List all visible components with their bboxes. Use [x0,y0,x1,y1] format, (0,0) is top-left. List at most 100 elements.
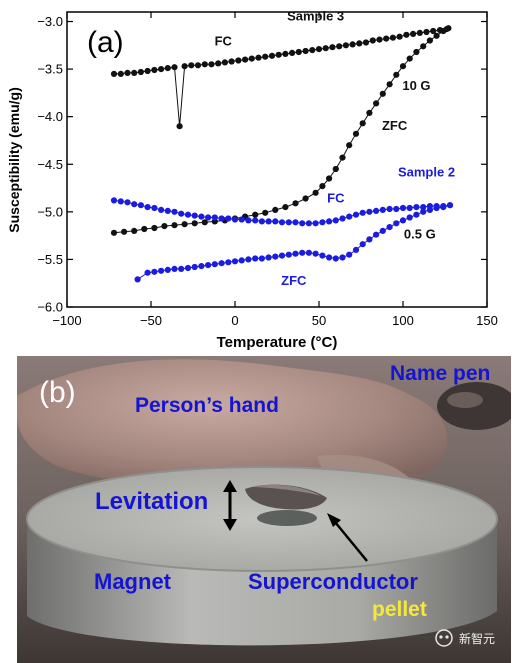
data-point-sample-2-zfc [272,253,279,260]
data-point-sample-3-zfc [413,48,420,56]
data-point-sample-3-fc [110,70,118,77]
levitation-photo: (b) Name pen Person’s hand Levitation Ma… [17,356,511,663]
data-point-sample-2-zfc [151,268,158,275]
data-point-sample-3-zfc [191,220,198,227]
data-point-sample-2-fc [393,205,400,213]
data-point-sample-2-fc [178,210,185,217]
x-tick-label: 50 [312,313,326,328]
data-point-sample-2-zfc [134,276,141,283]
y-tick-label: −5.0 [37,204,63,219]
data-point-sample-3-fc [383,35,390,42]
data-point-sample-2-fc [292,219,299,226]
data-point-sample-3-fc [322,45,329,52]
data-point-sample-3-zfc [433,32,440,39]
plot-frame [66,11,488,308]
data-point-sample-3-fc [228,58,235,65]
data-point-sample-3-fc [410,30,417,37]
data-point-sample-2-zfc [278,252,286,259]
data-point-sample-3-zfc [141,225,148,233]
y-tick-label: −3.5 [37,62,63,77]
data-point-sample-2-zfc [299,249,306,256]
persons-hand-label: Person’s hand [135,394,279,417]
data-point-sample-3-zfc [332,165,339,173]
data-point-sample-3-fc [221,59,228,66]
data-point-sample-2-zfc [420,208,427,215]
data-point-sample-2-fc [406,204,413,212]
y-tick-label: −4.0 [37,109,63,124]
data-point-sample-2-zfc [245,256,252,263]
data-point-sample-2-fc [184,211,192,218]
data-point-sample-3-fc [124,69,131,76]
data-point-sample-3-zfc [359,120,366,127]
chart-annotation: 0.5 G [404,226,436,241]
data-point-sample-2-fc [420,204,427,211]
photo-illustration [17,356,511,663]
data-point-sample-2-zfc [252,255,259,262]
data-point-sample-3-zfc [201,219,208,226]
data-point-sample-2-fc [238,216,245,223]
superconductor-pointer-head [327,513,341,527]
pellet-label: pellet [372,598,427,621]
data-point-sample-3-fc [289,49,296,57]
name-pen-label: Name pen [390,362,491,385]
chart-annotation: Sample 3 [287,9,344,24]
data-point-sample-3-fc [336,43,343,50]
data-point-sample-2-zfc [332,255,339,262]
data-point-sample-3-zfc [426,37,433,44]
chart-annotation: ZFC [281,273,307,288]
data-point-sample-3-fc [416,29,423,36]
x-tick-label: 100 [392,313,414,328]
data-point-sample-2-fc [359,209,366,216]
chart-annotation: ZFC [382,118,408,133]
data-point-sample-2-zfc [440,204,447,211]
data-point-sample-3-fc [268,52,276,59]
data-point-sample-2-fc [285,219,292,226]
data-point-sample-3-zfc [352,130,360,137]
data-point-sample-3-fc [376,36,383,43]
data-point-sample-2-zfc [198,263,205,270]
data-point-sample-3-fc [342,42,349,49]
data-point-sample-3-zfc [326,175,333,182]
data-point-sample-2-zfc [359,241,366,248]
data-point-sample-2-fc [137,202,144,209]
data-point-sample-3-fc [117,70,124,77]
data-point-sample-2-zfc [393,220,400,227]
data-point-sample-3-zfc [366,109,373,116]
data-point-sample-2-fc [373,207,380,214]
watermark-text: 新智元 [459,632,496,646]
data-point-sample-2-fc [225,215,232,222]
data-point-sample-2-fc [245,217,252,224]
data-point-sample-3-zfc [319,183,326,190]
chart-annotation: FC [215,33,233,48]
data-point-sample-2-zfc [171,265,178,272]
data-point-sample-3-fc [369,37,376,44]
data-point-sample-2-fc [117,198,124,205]
data-point-sample-2-fc [211,214,218,221]
data-point-sample-2-fc [352,211,360,218]
data-point-sample-3-zfc [302,195,309,202]
data-point-sample-3-fc [430,27,437,35]
chart-svg: −100 −50 0 50 100 150 −6.0 −5.5 −5.0 −4.5 −4.0 −3.5… [6,9,498,351]
data-point-sample-3-fc [151,66,158,74]
data-point-sample-3-zfc [406,55,413,62]
pellet-top-highlight [253,484,321,496]
data-point-sample-2-fc [299,220,306,227]
data-point-sample-2-zfc [265,254,272,261]
pellet-shadow [257,510,317,526]
data-point-sample-3-fc [275,51,282,58]
magnet-label: Magnet [94,569,171,594]
data-point-sample-3-fc [164,65,171,72]
data-point-sample-3-zfc [181,221,188,228]
data-point-sample-3-fc [215,60,222,67]
data-point-sample-2-zfc [144,269,151,276]
data-point-sample-2-fc [386,205,393,213]
data-point-sample-3-fc [403,31,410,38]
data-point-sample-2-zfc [191,263,198,271]
data-point-sample-2-zfc [184,264,192,272]
data-point-sample-2-zfc [238,257,245,264]
magnet-top-rim [26,466,498,572]
data-point-sample-2-fc [319,219,326,226]
y-tick-label: −5.5 [37,252,63,267]
data-point-sample-2-fc [252,217,259,224]
x-tick-label: 150 [476,313,498,328]
